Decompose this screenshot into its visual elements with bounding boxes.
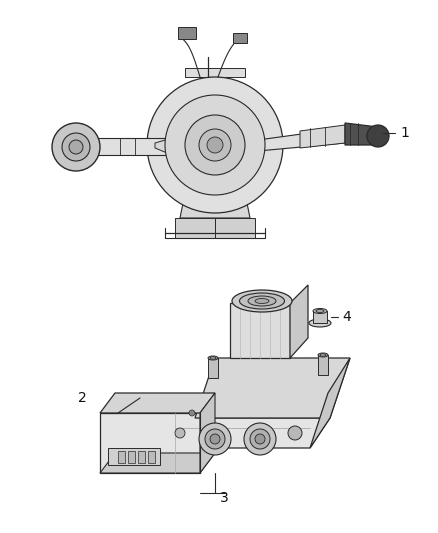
Polygon shape [200, 393, 215, 473]
Circle shape [62, 133, 90, 161]
Ellipse shape [318, 353, 328, 357]
Circle shape [52, 123, 100, 171]
Ellipse shape [313, 309, 327, 313]
Ellipse shape [210, 357, 216, 359]
Circle shape [69, 140, 83, 154]
Circle shape [147, 77, 283, 213]
Polygon shape [300, 125, 345, 148]
Circle shape [199, 423, 231, 455]
Polygon shape [175, 418, 330, 448]
Bar [148, 451, 155, 463]
Circle shape [175, 428, 185, 438]
Circle shape [255, 434, 265, 444]
Polygon shape [100, 453, 215, 473]
Text: 1: 1 [400, 126, 409, 140]
Circle shape [210, 434, 220, 444]
Circle shape [199, 129, 231, 161]
Polygon shape [215, 218, 255, 238]
Circle shape [207, 137, 223, 153]
Polygon shape [345, 123, 378, 145]
Circle shape [250, 429, 270, 449]
Circle shape [367, 125, 389, 147]
Ellipse shape [255, 298, 269, 303]
Polygon shape [313, 311, 327, 323]
Ellipse shape [208, 356, 218, 360]
Bar [138, 451, 145, 463]
Ellipse shape [240, 293, 285, 309]
Polygon shape [318, 355, 328, 375]
Bar [118, 451, 125, 463]
Circle shape [205, 429, 225, 449]
Ellipse shape [248, 296, 276, 306]
Polygon shape [195, 358, 350, 418]
Polygon shape [100, 413, 200, 473]
Circle shape [165, 95, 265, 195]
Bar [233, 33, 247, 43]
Polygon shape [108, 448, 160, 465]
Circle shape [244, 423, 276, 455]
Polygon shape [180, 193, 250, 218]
Polygon shape [185, 68, 245, 77]
Ellipse shape [316, 310, 324, 312]
Circle shape [189, 410, 195, 416]
Ellipse shape [309, 319, 331, 327]
Polygon shape [208, 358, 218, 378]
Polygon shape [310, 358, 350, 448]
Ellipse shape [320, 354, 326, 356]
Ellipse shape [232, 290, 292, 312]
Polygon shape [230, 303, 290, 358]
Text: 4: 4 [342, 310, 351, 324]
Text: 2: 2 [78, 391, 87, 405]
Polygon shape [175, 218, 215, 238]
Polygon shape [155, 138, 172, 155]
Polygon shape [100, 393, 215, 413]
Polygon shape [258, 128, 345, 151]
Polygon shape [88, 138, 172, 155]
Polygon shape [162, 103, 268, 193]
Bar [178, 27, 196, 39]
Text: 3: 3 [220, 491, 229, 505]
Bar [128, 451, 135, 463]
Circle shape [288, 426, 302, 440]
Circle shape [185, 115, 245, 175]
Polygon shape [290, 285, 308, 358]
